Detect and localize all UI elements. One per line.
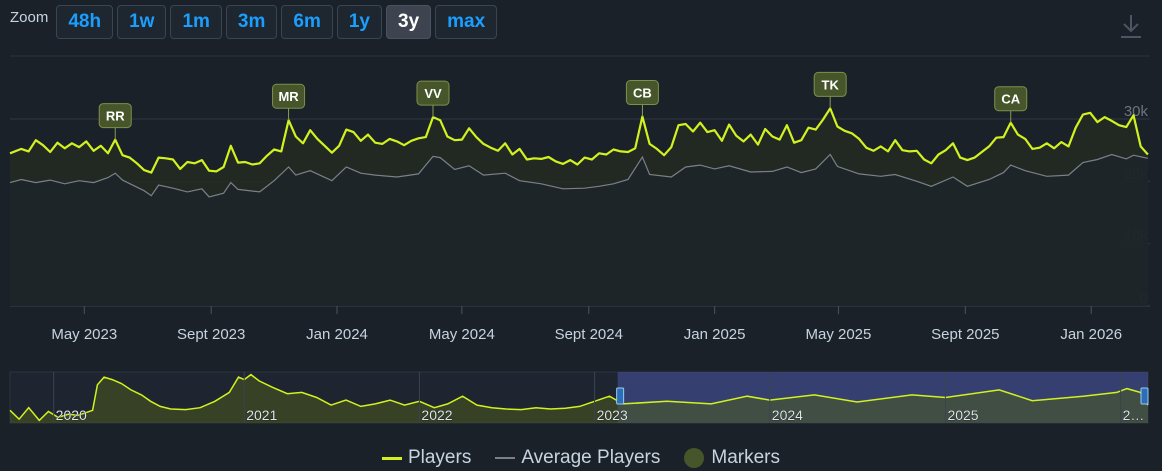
legend-average-swatch xyxy=(495,457,516,459)
zoom-label: Zoom xyxy=(10,8,49,26)
marker-flag xyxy=(813,71,847,97)
x-tick-label: May 2024 xyxy=(429,326,495,343)
marker-cb: CB xyxy=(625,80,659,117)
zoom-button-max[interactable]: max xyxy=(435,5,498,39)
x-tick-label: Sept 2024 xyxy=(555,326,623,343)
marker-flag xyxy=(272,83,306,109)
marker-ca: CA xyxy=(994,86,1028,123)
marker-tk: TK xyxy=(813,71,847,109)
navigator-year-label: 2025 xyxy=(947,407,978,423)
x-tick-label: May 2023 xyxy=(51,326,117,343)
zoom-button-48h[interactable]: 48h xyxy=(56,5,114,39)
zoom-button-6m[interactable]: 6m xyxy=(281,5,333,39)
marker-vv: VV xyxy=(416,80,450,118)
marker-label: TK xyxy=(822,77,840,92)
x-tick-label: Jan 2024 xyxy=(306,326,368,343)
x-tick-label: Jan 2025 xyxy=(684,326,746,343)
x-tick-label: May 2025 xyxy=(805,326,871,343)
navigator-year-label: 2… xyxy=(1123,407,1145,423)
players-line xyxy=(9,107,1149,174)
zoom-bar: Zoom 48h 1w 1m 3m 6m 1y 3y max xyxy=(10,4,501,40)
marker-label: VV xyxy=(424,86,442,101)
legend-markers[interactable]: Markers xyxy=(684,447,780,469)
legend: Players Average Players Markers xyxy=(0,447,1162,469)
marker-rr: RR xyxy=(98,103,132,140)
legend-markers-swatch xyxy=(684,448,705,468)
navigator-year-label: 2021 xyxy=(246,407,277,423)
marker-mr: MR xyxy=(272,83,306,121)
navigator-handle-left[interactable] xyxy=(616,387,625,405)
zoom-button-1y[interactable]: 1y xyxy=(336,5,382,39)
download-icon[interactable] xyxy=(1118,12,1144,40)
legend-players-swatch xyxy=(381,456,402,460)
legend-markers-label: Markers xyxy=(711,447,781,468)
navigator-year-label: 2023 xyxy=(597,407,628,423)
legend-players-label: Players xyxy=(407,447,472,468)
legend-average-label: Average Players xyxy=(521,447,661,468)
y-tick-label: 30k xyxy=(1124,103,1149,120)
x-tick-label: Jan 2026 xyxy=(1060,326,1122,343)
zoom-button-1m[interactable]: 1m xyxy=(170,5,222,39)
legend-players[interactable]: Players xyxy=(381,447,472,469)
navigator-area xyxy=(10,374,1148,423)
zoom-buttons: 48h 1w 1m 3m 6m 1y 3y max xyxy=(56,5,501,39)
average-area xyxy=(10,154,1148,306)
average-players-line xyxy=(9,153,1149,198)
marker-flag xyxy=(416,80,450,106)
legend-average-players[interactable]: Average Players xyxy=(495,447,660,469)
marker-label: CB xyxy=(633,86,652,101)
marker-label: MR xyxy=(278,89,299,104)
navigator-year-label: 2024 xyxy=(772,407,803,423)
marker-flag xyxy=(98,103,132,129)
navigator-year-label: 2022 xyxy=(421,407,452,423)
x-tick-label: Sept 2025 xyxy=(931,326,999,343)
zoom-button-1w[interactable]: 1w xyxy=(117,5,167,39)
navigator-year-label: 2020 xyxy=(56,407,87,423)
marker-flag xyxy=(625,80,659,106)
marker-label: CA xyxy=(1001,92,1020,107)
zoom-button-3y[interactable]: 3y xyxy=(386,5,432,39)
navigator-handle-right[interactable] xyxy=(1140,387,1149,405)
zoom-button-3m[interactable]: 3m xyxy=(225,5,278,39)
marker-label: RR xyxy=(106,109,125,124)
marker-flag xyxy=(994,86,1028,112)
x-tick-label: Sept 2023 xyxy=(177,326,245,343)
